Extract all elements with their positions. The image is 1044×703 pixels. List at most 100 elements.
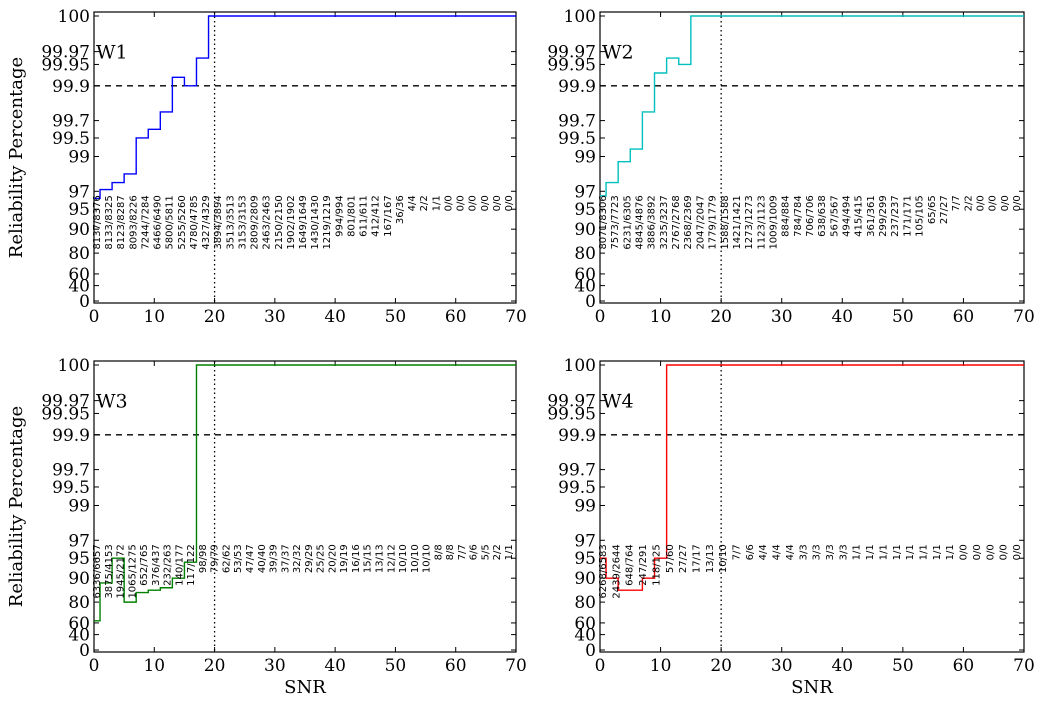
panel-label-w4: W4 bbox=[602, 391, 634, 413]
y-tick-label: 80 bbox=[68, 593, 90, 613]
y-tick-label: 99.5 bbox=[558, 478, 596, 498]
count-label: 40/40 bbox=[257, 544, 268, 573]
y-tick-label: 99 bbox=[574, 148, 596, 168]
count-label: 2368/2369 bbox=[683, 195, 694, 249]
count-label: 1/1 bbox=[945, 544, 956, 560]
count-label: 6231/6305 bbox=[622, 195, 633, 249]
y-tick-label: 80 bbox=[574, 593, 596, 613]
count-label: 6268/6583 bbox=[598, 544, 609, 598]
count-label: 8093/8226 bbox=[128, 195, 139, 249]
count-label: 0/0 bbox=[1012, 195, 1023, 211]
count-label: 3894/3894 bbox=[213, 195, 224, 249]
count-label: 7573/7723 bbox=[610, 195, 621, 249]
count-label: 8/8 bbox=[433, 544, 444, 560]
x-tick-label: 30 bbox=[264, 307, 286, 327]
y-tick-label: 99.5 bbox=[52, 129, 90, 149]
count-label: 13/13 bbox=[705, 544, 716, 573]
count-label: 7/7 bbox=[732, 544, 743, 560]
count-label: 15/15 bbox=[363, 544, 374, 573]
count-label: 0/0 bbox=[504, 195, 515, 211]
count-label: 801/801 bbox=[346, 195, 357, 237]
count-label: 98/98 bbox=[198, 544, 209, 573]
panel-w4: 0 10 20 30 40 50 60 7004060809095979999.599.799… bbox=[547, 356, 1034, 698]
count-label: 1065/1275 bbox=[127, 544, 138, 598]
y-tick-label: 99.95 bbox=[41, 404, 90, 424]
y-tick-label: 90 bbox=[68, 220, 90, 240]
count-label: 2809/2809 bbox=[250, 195, 261, 249]
y-tick-label: 99.7 bbox=[52, 112, 90, 132]
count-label: 2463/2463 bbox=[262, 195, 273, 249]
count-label: 0/0 bbox=[456, 195, 467, 211]
count-label: 10/10 bbox=[718, 544, 729, 573]
y-tick-label: 90 bbox=[68, 569, 90, 589]
y-tick-label: 99.97 bbox=[41, 43, 90, 63]
x-tick-label: 0 bbox=[89, 307, 100, 327]
x-tick-label: 30 bbox=[771, 656, 793, 676]
count-label: 2/2 bbox=[963, 195, 974, 211]
count-label: 412/412 bbox=[371, 195, 382, 237]
x-tick-label: 10 bbox=[143, 307, 165, 327]
y-tick-label: 90 bbox=[574, 220, 596, 240]
y-tick-label: 95 bbox=[68, 549, 90, 569]
count-label: 706/706 bbox=[805, 195, 816, 237]
y-tick-label: 97 bbox=[574, 182, 596, 202]
count-label: 0/0 bbox=[972, 544, 983, 560]
y-tick-label: 100 bbox=[58, 7, 90, 27]
count-label: 4845/4876 bbox=[635, 195, 646, 249]
count-label: 0/0 bbox=[480, 195, 491, 211]
count-label: 361/361 bbox=[866, 195, 877, 237]
count-label: 415/415 bbox=[854, 195, 865, 237]
x-tick-label: 30 bbox=[264, 656, 286, 676]
y-tick-label: 99.7 bbox=[558, 112, 596, 132]
count-label: 105/105 bbox=[915, 195, 926, 237]
count-label: 57/60 bbox=[665, 544, 676, 573]
count-label: 8137/8376 bbox=[92, 195, 103, 249]
count-label: 117/122 bbox=[186, 544, 197, 586]
count-label: 3/3 bbox=[825, 544, 836, 560]
count-label: 1/1 bbox=[919, 544, 930, 560]
panel-label-w1: W1 bbox=[96, 42, 128, 64]
x-tick-label: 70 bbox=[1013, 656, 1035, 676]
count-label: 4327/4329 bbox=[201, 195, 212, 249]
count-label: 27/27 bbox=[678, 544, 689, 573]
y-tick-label: 99.7 bbox=[52, 461, 90, 481]
x-tick-label: 60 bbox=[445, 307, 467, 327]
count-label: 1/1 bbox=[905, 544, 916, 560]
x-tick-label: 50 bbox=[892, 656, 914, 676]
y-tick-label: 100 bbox=[564, 7, 596, 27]
x-tick-label: 50 bbox=[385, 307, 407, 327]
panel-label-w3: W3 bbox=[96, 391, 128, 413]
count-label: 1/1 bbox=[852, 544, 863, 560]
reliability-series-w1 bbox=[94, 15, 516, 200]
x-tick-label: 0 bbox=[89, 656, 100, 676]
count-label: 0/0 bbox=[443, 195, 454, 211]
count-label: 611/611 bbox=[359, 195, 370, 237]
reliability-series-w2 bbox=[600, 15, 1024, 197]
x-tick-label: 60 bbox=[953, 656, 975, 676]
count-label: 237/237 bbox=[890, 195, 901, 237]
y-tick-label: 99 bbox=[574, 497, 596, 517]
count-label: 884/884 bbox=[781, 195, 792, 237]
y-tick-label: 80 bbox=[68, 244, 90, 264]
count-label: 2767/2768 bbox=[671, 195, 682, 249]
panel-w2: 0 10 20 30 40 50 60 7004060809095979999.599.799… bbox=[547, 7, 1034, 327]
x-tick-label: 20 bbox=[710, 307, 732, 327]
count-label: 118/125 bbox=[651, 544, 662, 586]
y-tick-label: 40 bbox=[574, 626, 596, 646]
count-label: 2439/2644 bbox=[611, 544, 622, 598]
count-label: 376/437 bbox=[151, 544, 162, 586]
y-tick-label: 99 bbox=[68, 497, 90, 517]
count-label: 2/2 bbox=[492, 544, 503, 560]
count-label: 140/177 bbox=[174, 544, 185, 586]
count-label: 0/0 bbox=[468, 195, 479, 211]
count-label: 53/53 bbox=[233, 544, 244, 573]
count-label: 638/638 bbox=[817, 195, 828, 237]
y-tick-label: 40 bbox=[68, 626, 90, 646]
count-label: 3/3 bbox=[812, 544, 823, 560]
count-label: 10/10 bbox=[410, 544, 421, 573]
count-label: 6466/6490 bbox=[153, 195, 164, 249]
count-label: 17/17 bbox=[691, 544, 702, 573]
count-label: 7/7 bbox=[951, 195, 962, 211]
count-label: 1430/1430 bbox=[310, 195, 321, 249]
